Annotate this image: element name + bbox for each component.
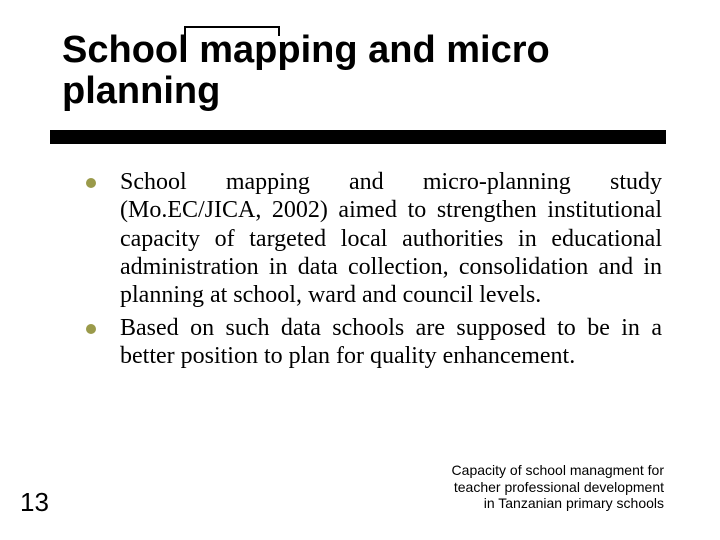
list-item: School mapping and micro-planning study …	[82, 168, 662, 310]
footer-line: teacher professional development	[364, 479, 664, 496]
bullet-icon	[86, 178, 96, 188]
bullet-icon	[86, 324, 96, 334]
list-item: Based on such data schools are supposed …	[82, 314, 662, 371]
list-item-text: Based on such data schools are supposed …	[120, 315, 662, 369]
list-item-text: School mapping and micro-planning study …	[120, 169, 662, 308]
footer-line: Capacity of school managment for	[364, 462, 664, 479]
slide: School mapping and micro planning School…	[0, 0, 720, 540]
title-tab-decoration	[184, 26, 280, 36]
title-underline-bar	[50, 130, 666, 144]
body-text: School mapping and micro-planning study …	[82, 168, 662, 370]
page-number: 13	[20, 487, 49, 518]
title-block: School mapping and micro planning	[62, 30, 658, 112]
footer-line: in Tanzanian primary schools	[364, 495, 664, 512]
slide-title: School mapping and micro planning	[62, 30, 658, 112]
bullet-list: School mapping and micro-planning study …	[82, 168, 662, 370]
footer-caption: Capacity of school managment for teacher…	[364, 462, 664, 512]
